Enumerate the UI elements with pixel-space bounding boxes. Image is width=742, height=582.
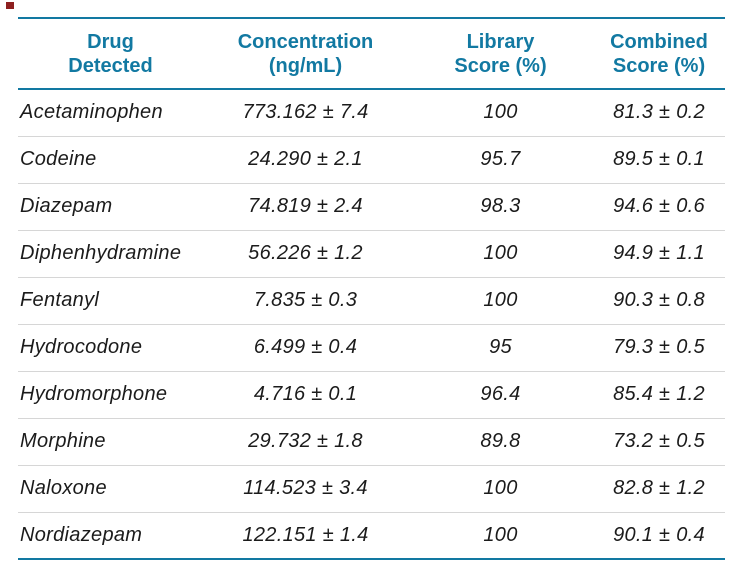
cell-drug: Hydromorphone: [18, 371, 203, 419]
cell-combined-score: 94.6 ± 0.6: [593, 183, 725, 231]
cell-drug: Morphine: [18, 418, 203, 466]
cell-concentration: 122.151 ± 1.4: [203, 512, 408, 560]
cell-drug: Diphenhydramine: [18, 230, 203, 278]
cell-combined-score: 94.9 ± 1.1: [593, 230, 725, 278]
table-row: Hydromorphone 4.716 ± 0.1 96.4 85.4 ± 1.…: [18, 371, 725, 419]
cell-library-score: 98.3: [408, 183, 593, 231]
header-line: Detected: [68, 54, 153, 77]
cell-library-score: 96.4: [408, 371, 593, 419]
cell-combined-score: 90.3 ± 0.8: [593, 277, 725, 325]
table-row: Acetaminophen 773.162 ± 7.4 100 81.3 ± 0…: [18, 89, 725, 137]
cell-library-score: 100: [408, 277, 593, 325]
cell-concentration: 773.162 ± 7.4: [203, 89, 408, 137]
header-line: Drug: [87, 30, 134, 53]
column-header-drug-detected: Drug Detected: [18, 18, 203, 90]
cell-concentration: 74.819 ± 2.4: [203, 183, 408, 231]
cell-combined-score: 82.8 ± 1.2: [593, 465, 725, 513]
header-line: Score (%): [612, 54, 706, 77]
cell-concentration: 7.835 ± 0.3: [203, 277, 408, 325]
cell-drug: Nordiazepam: [18, 512, 203, 560]
header-line: Library: [466, 30, 535, 53]
cell-library-score: 100: [408, 230, 593, 278]
cell-combined-score: 79.3 ± 0.5: [593, 324, 725, 372]
cell-drug: Acetaminophen: [18, 89, 203, 137]
cell-concentration: 4.716 ± 0.1: [203, 371, 408, 419]
table-row: Diphenhydramine 56.226 ± 1.2 100 94.9 ± …: [18, 230, 725, 278]
drug-results-table: Drug Detected Concentration (ng/mL) Libr…: [18, 17, 725, 560]
cell-concentration: 29.732 ± 1.8: [203, 418, 408, 466]
table-row: Diazepam 74.819 ± 2.4 98.3 94.6 ± 0.6: [18, 183, 725, 231]
cell-concentration: 6.499 ± 0.4: [203, 324, 408, 372]
cell-library-score: 95.7: [408, 136, 593, 184]
header-line: (ng/mL): [268, 54, 343, 77]
table-row: Hydrocodone 6.499 ± 0.4 95 79.3 ± 0.5: [18, 324, 725, 372]
table-row: Morphine 29.732 ± 1.8 89.8 73.2 ± 0.5: [18, 418, 725, 466]
header-line: Combined: [610, 30, 708, 53]
cell-drug: Diazepam: [18, 183, 203, 231]
cell-library-score: 95: [408, 324, 593, 372]
header-row: Drug Detected Concentration (ng/mL) Libr…: [18, 18, 725, 90]
cell-combined-score: 85.4 ± 1.2: [593, 371, 725, 419]
cell-combined-score: 89.5 ± 0.1: [593, 136, 725, 184]
cell-library-score: 100: [408, 465, 593, 513]
cell-concentration: 114.523 ± 3.4: [203, 465, 408, 513]
cell-library-score: 100: [408, 512, 593, 560]
table-row: Codeine 24.290 ± 2.1 95.7 89.5 ± 0.1: [18, 136, 725, 184]
column-header-combined-score: Combined Score (%): [593, 18, 725, 90]
header-line: Concentration: [237, 30, 374, 53]
drug-results-table-container: Drug Detected Concentration (ng/mL) Libr…: [18, 17, 725, 560]
cell-library-score: 100: [408, 89, 593, 137]
cell-concentration: 56.226 ± 1.2: [203, 230, 408, 278]
table-row: Nordiazepam 122.151 ± 1.4 100 90.1 ± 0.4: [18, 512, 725, 560]
table-row: Fentanyl 7.835 ± 0.3 100 90.3 ± 0.8: [18, 277, 725, 325]
cell-combined-score: 90.1 ± 0.4: [593, 512, 725, 560]
cell-drug: Hydrocodone: [18, 324, 203, 372]
cell-combined-score: 81.3 ± 0.2: [593, 89, 725, 137]
table-row: Naloxone 114.523 ± 3.4 100 82.8 ± 1.2: [18, 465, 725, 513]
column-header-library-score: Library Score (%): [408, 18, 593, 90]
cell-concentration: 24.290 ± 2.1: [203, 136, 408, 184]
header-line: Score (%): [454, 54, 547, 77]
cell-drug: Naloxone: [18, 465, 203, 513]
corner-marker: [6, 2, 14, 9]
cell-drug: Codeine: [18, 136, 203, 184]
cell-drug: Fentanyl: [18, 277, 203, 325]
cell-library-score: 89.8: [408, 418, 593, 466]
cell-combined-score: 73.2 ± 0.5: [593, 418, 725, 466]
column-header-concentration: Concentration (ng/mL): [203, 18, 408, 90]
